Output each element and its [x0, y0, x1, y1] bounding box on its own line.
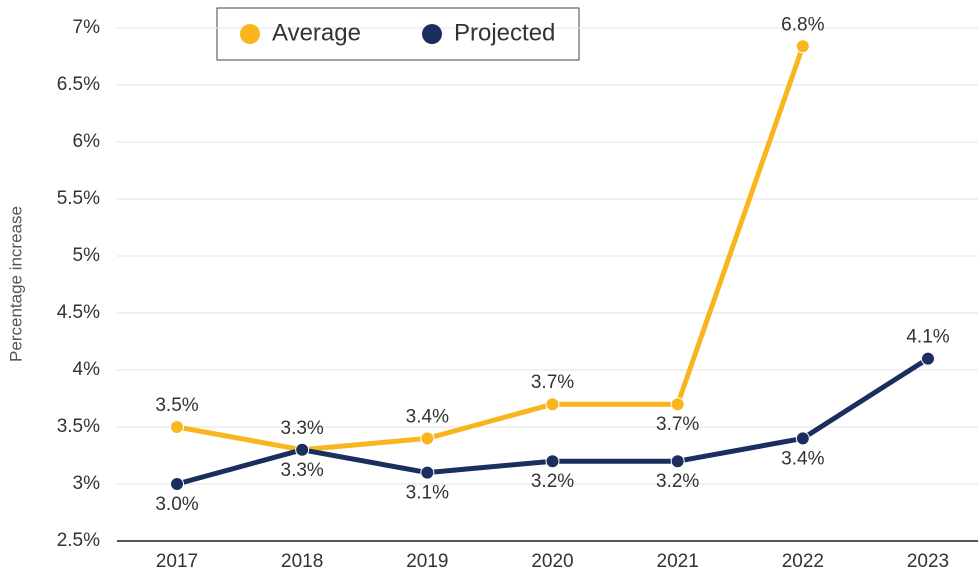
- series-line: [176, 45, 806, 453]
- data-point: [545, 397, 560, 412]
- y-tick-label: 7%: [73, 17, 101, 38]
- x-tick-label: 2018: [281, 551, 323, 572]
- x-tick-label: 2022: [782, 551, 824, 572]
- data-point: [420, 431, 435, 446]
- data-point: [420, 465, 435, 480]
- x-tick-label: 2020: [531, 551, 573, 572]
- data-point: [795, 39, 810, 54]
- y-tick-label: 4%: [73, 359, 101, 380]
- legend-swatch: [422, 24, 442, 44]
- data-point: [545, 454, 560, 469]
- data-point: [170, 477, 184, 491]
- y-tick-label: 6.5%: [57, 74, 100, 95]
- y-tick-label: 5%: [73, 245, 101, 266]
- data-label: 4.1%: [906, 327, 949, 348]
- data-point: [295, 442, 310, 457]
- legend-label: Projected: [454, 19, 555, 46]
- data-label: 3.1%: [406, 483, 449, 504]
- data-point: [921, 351, 935, 366]
- data-label: 3.2%: [531, 471, 574, 492]
- legend-swatch: [240, 24, 260, 44]
- x-tick-label: 2021: [657, 551, 699, 572]
- y-axis-label: Percentage increase: [6, 206, 25, 362]
- data-label: 3.7%: [656, 414, 699, 435]
- data-label: 3.4%: [781, 448, 824, 469]
- x-tick-label: 2019: [406, 551, 448, 572]
- x-tick-label: 2017: [156, 551, 198, 572]
- data-label: 3.3%: [281, 418, 324, 439]
- data-label: 3.7%: [531, 372, 574, 393]
- y-tick-label: 4.5%: [57, 302, 100, 323]
- legend-label: Average: [272, 19, 361, 46]
- data-label: 3.3%: [281, 460, 324, 481]
- y-tick-label: 5.5%: [57, 188, 100, 209]
- data-label: 3.0%: [155, 494, 198, 515]
- data-label: 3.5%: [155, 395, 198, 416]
- data-label: 3.2%: [656, 471, 699, 492]
- data-label: 6.8%: [781, 14, 824, 35]
- data-point: [670, 454, 685, 469]
- y-tick-label: 6%: [73, 131, 101, 152]
- y-tick-label: 3%: [73, 473, 101, 494]
- legend-box: [216, 7, 580, 61]
- data-point: [170, 420, 184, 434]
- data-point: [670, 397, 685, 412]
- data-label: 3.4%: [406, 406, 449, 427]
- x-tick-label: 2023: [907, 551, 949, 572]
- data-point: [795, 431, 810, 446]
- y-tick-label: 3.5%: [57, 416, 100, 437]
- y-tick-label: 2.5%: [57, 530, 100, 551]
